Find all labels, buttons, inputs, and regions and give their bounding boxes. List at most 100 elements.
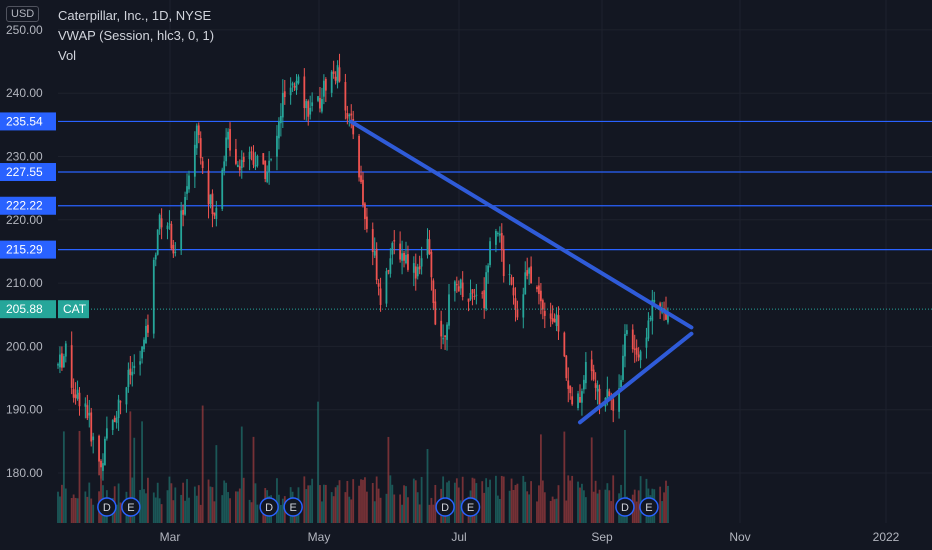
earnings-marker[interactable]: E: [639, 497, 659, 517]
candle-body: [442, 338, 445, 340]
volume-bar: [152, 492, 155, 523]
volume-bar: [334, 487, 337, 523]
earnings-marker[interactable]: E: [121, 497, 141, 517]
dividend-marker[interactable]: D: [97, 497, 117, 517]
candle-body: [510, 277, 513, 285]
candle-body: [57, 364, 59, 366]
volume-bar: [168, 476, 171, 523]
volume-bar: [344, 492, 347, 523]
volume-bar: [565, 500, 568, 523]
volume-bar: [512, 490, 515, 523]
y-tick-label: 210.00: [6, 276, 43, 290]
volume-bar: [371, 482, 374, 523]
volume-bar: [538, 485, 540, 523]
candle-body: [240, 160, 243, 169]
candle-body: [440, 320, 443, 337]
candle-body: [92, 436, 95, 441]
candle-body: [620, 380, 622, 388]
volume-bar: [420, 476, 423, 523]
legend-vwap-row[interactable]: VWAP (Session, hlc3, 0, 1): [58, 26, 214, 46]
current-price-label: 205.88: [6, 302, 43, 316]
candle-body: [346, 113, 349, 119]
volume-bar: [377, 488, 380, 523]
volume-bar: [158, 498, 161, 523]
candle-body: [389, 258, 392, 274]
candle-body: [139, 361, 142, 365]
volume-bar: [147, 477, 149, 523]
candle-body: [549, 313, 552, 319]
trendlines[interactable]: [349, 119, 694, 425]
candle-body: [291, 83, 294, 86]
candle-body: [143, 339, 145, 350]
volume-bar: [659, 486, 662, 523]
candle-body: [127, 369, 130, 387]
earnings-marker[interactable]: E: [283, 497, 303, 517]
volume-bar: [119, 502, 122, 523]
symbol-tag-box: [58, 300, 89, 319]
earnings-marker[interactable]: E: [460, 497, 481, 517]
volume-bar: [453, 482, 456, 523]
candle-body: [582, 379, 585, 390]
volume-bar: [76, 498, 79, 523]
candle-body: [174, 251, 177, 253]
level-label-box: [0, 196, 56, 215]
volume-bar: [637, 490, 640, 523]
volume-bar: [160, 504, 163, 523]
candle-body: [563, 332, 566, 357]
volume-bar: [213, 501, 216, 523]
candle-body: [364, 203, 366, 220]
dividend-marker[interactable]: D: [259, 497, 279, 517]
volume-bar: [74, 497, 77, 523]
y-tick-label: 200.00: [6, 339, 43, 353]
candle-body: [254, 164, 257, 167]
candle-body: [461, 282, 464, 298]
event-marker-label: D: [621, 502, 629, 514]
x-tick-label: Nov: [729, 530, 750, 544]
candle-body: [350, 113, 353, 116]
currency-button[interactable]: USD: [6, 6, 40, 22]
candle-body: [579, 396, 581, 403]
legend-symbol-row[interactable]: Caterpillar, Inc., 1D, NYSE: [58, 6, 214, 26]
candle-body: [209, 194, 212, 205]
candle-body: [536, 286, 538, 290]
candle-body: [236, 164, 239, 168]
candle-body: [606, 389, 609, 400]
candles: [57, 53, 669, 481]
volume-bar: [207, 479, 210, 523]
dividend-marker[interactable]: D: [435, 497, 455, 517]
candle-body: [555, 314, 558, 326]
horizontal-levels[interactable]: [58, 120, 932, 251]
grid: [58, 0, 932, 523]
candle-body: [283, 91, 286, 98]
candle-body: [539, 290, 542, 302]
symbol-title: Caterpillar, Inc., 1D, NYSE: [58, 8, 212, 23]
candle-body: [338, 67, 341, 82]
candle-body: [131, 371, 134, 376]
candle-body: [322, 80, 325, 97]
candle-body: [90, 412, 93, 442]
volume-bar: [526, 491, 529, 523]
candle-body: [213, 212, 216, 216]
volume-bar: [500, 475, 503, 523]
candle-body: [401, 253, 403, 261]
candle-body: [102, 463, 104, 471]
candle-body: [182, 209, 185, 215]
trendline[interactable]: [349, 119, 694, 330]
volume-bar: [166, 490, 169, 523]
event-marker-circle: [97, 497, 117, 517]
volume-bar: [154, 497, 157, 523]
volume-bar: [90, 498, 93, 523]
legend-vol-row[interactable]: Vol: [58, 46, 214, 66]
volume-bar: [393, 494, 396, 523]
event-marker-label: D: [441, 502, 449, 514]
dividend-marker[interactable]: D: [615, 497, 635, 517]
candle-body: [407, 254, 409, 270]
event-marker-circle: [460, 497, 481, 517]
volume-bar: [211, 487, 214, 523]
volume-bar: [276, 478, 278, 523]
candle-body: [569, 385, 572, 394]
trendline[interactable]: [577, 331, 694, 425]
candle-body: [289, 87, 292, 96]
